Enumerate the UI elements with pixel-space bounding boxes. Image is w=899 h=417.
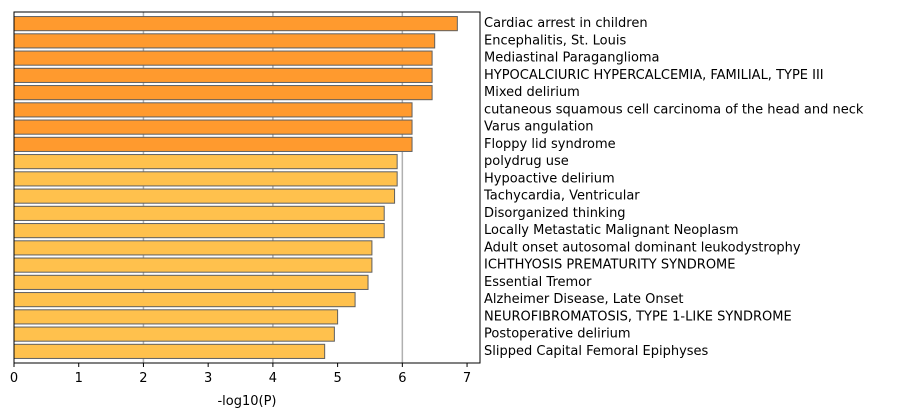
x-tick-label: 5 (333, 371, 341, 386)
category-label: Tachycardia, Ventricular (483, 189, 640, 204)
bar (13, 154, 398, 170)
category-label: Varus angulation (484, 120, 594, 135)
x-tick-label: 4 (269, 371, 277, 386)
category-label: Postoperative delirium (484, 327, 631, 342)
bar (13, 343, 326, 359)
bar (13, 33, 436, 49)
x-tick-label: 2 (139, 371, 147, 386)
x-tick-label: 7 (463, 371, 471, 386)
category-label: Essential Tremor (484, 275, 592, 290)
category-label: cutaneous squamous cell carcinoma of the… (484, 102, 864, 117)
bar (13, 326, 335, 342)
x-axis-ticks: 0 1 2 3 4 5 6 7 (10, 363, 471, 386)
plot-frame (13, 11, 481, 364)
bar (13, 292, 356, 308)
category-label: Slipped Capital Femoral Epiphyses (484, 344, 709, 359)
category-label: Hypoactive delirium (484, 171, 615, 186)
category-label: Mediastinal Paraganglioma (484, 51, 660, 66)
bar (13, 102, 413, 118)
x-tick-label: 6 (398, 371, 406, 386)
category-label: Adult onset autosomal dominant leukodyst… (484, 240, 801, 255)
bar (13, 136, 413, 152)
bar (13, 67, 433, 83)
bar (13, 85, 433, 101)
bar (13, 205, 385, 221)
category-label: NEUROFIBROMATOSIS, TYPE 1-LIKE SYNDROME (484, 309, 792, 324)
x-tick-label: 0 (10, 371, 18, 386)
category-label: Floppy lid syndrome (484, 137, 616, 152)
x-tick-label: 3 (204, 371, 212, 386)
bar (13, 223, 385, 239)
category-label: HYPOCALCIURIC HYPERCALCEMIA, FAMILIAL, T… (484, 68, 824, 83)
category-label: polydrug use (484, 154, 569, 169)
x-tick-label: 1 (75, 371, 83, 386)
category-label: Cardiac arrest in children (484, 16, 648, 31)
category-label: Mixed delirium (484, 85, 580, 100)
category-label: ICHTHYOSIS PREMATURITY SYNDROME (484, 258, 735, 273)
bar (13, 274, 369, 290)
bar (13, 188, 396, 204)
category-label: Locally Metastatic Malignant Neoplasm (484, 223, 739, 238)
category-label: Alzheimer Disease, Late Onset (484, 292, 684, 307)
bar (13, 119, 413, 135)
category-label: Disorganized thinking (484, 206, 626, 221)
category-labels: Cardiac arrest in children Encephalitis, … (483, 16, 864, 359)
bars (13, 16, 458, 359)
bar (13, 171, 398, 187)
bar (13, 309, 339, 325)
bar (13, 50, 433, 66)
bar (13, 257, 373, 273)
bar (13, 240, 373, 256)
category-label: Encephalitis, St. Louis (484, 33, 626, 48)
bar (13, 16, 458, 32)
x-axis-title: -log10(P) (217, 394, 276, 409)
